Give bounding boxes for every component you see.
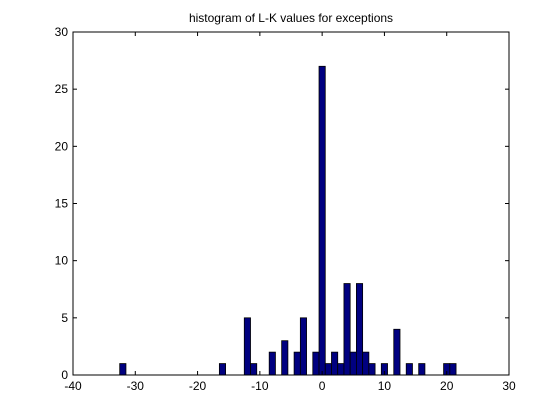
y-tick-label: 30 — [55, 25, 69, 39]
histogram-bar — [362, 351, 370, 376]
ticks-group: -40 -30 -20 -10 0 10 20 30 0 5 10 15 20 25 30 — [55, 25, 516, 393]
histogram-bar — [218, 363, 226, 376]
x-tick-label: 30 — [502, 379, 516, 393]
histogram-bar — [324, 363, 332, 376]
histogram-bar — [349, 351, 357, 376]
y-tick-label: 5 — [61, 311, 68, 325]
histogram-bar — [368, 363, 376, 376]
x-tick-label: 10 — [378, 379, 392, 393]
histogram-bar — [250, 363, 258, 376]
y-tick-label: 25 — [55, 82, 69, 96]
histogram-bar — [393, 328, 401, 376]
x-tick-label: -20 — [189, 379, 207, 393]
histogram-bar — [268, 351, 276, 376]
histogram-bar — [312, 351, 320, 376]
histogram-bar — [331, 351, 339, 376]
x-tick-label: 20 — [440, 379, 454, 393]
histogram-bar — [355, 283, 364, 376]
x-tick-label: 0 — [319, 379, 326, 393]
histogram-bar — [293, 351, 301, 376]
histogram-bar — [318, 65, 326, 376]
x-tick-label: -40 — [64, 379, 82, 393]
bars-group — [119, 65, 457, 376]
histogram-bar — [243, 317, 251, 376]
histogram-bar — [281, 340, 289, 376]
histogram-bar — [449, 363, 457, 376]
y-tick-label: 10 — [55, 254, 69, 268]
histogram-bar — [343, 283, 351, 376]
y-tick-label: 15 — [55, 197, 69, 211]
histogram-bar — [119, 363, 127, 376]
histogram-bar — [337, 363, 345, 376]
y-tick-label: 0 — [61, 368, 68, 382]
x-tick-label: -30 — [127, 379, 145, 393]
histogram-bar — [418, 363, 426, 376]
chart-title: histogram of L-K values for exceptions — [189, 11, 393, 25]
x-tick-label: -10 — [251, 379, 269, 393]
histogram-bar — [299, 317, 307, 376]
histogram-bar — [405, 363, 413, 376]
plot-area — [73, 32, 509, 375]
y-tick-label: 20 — [55, 139, 69, 153]
